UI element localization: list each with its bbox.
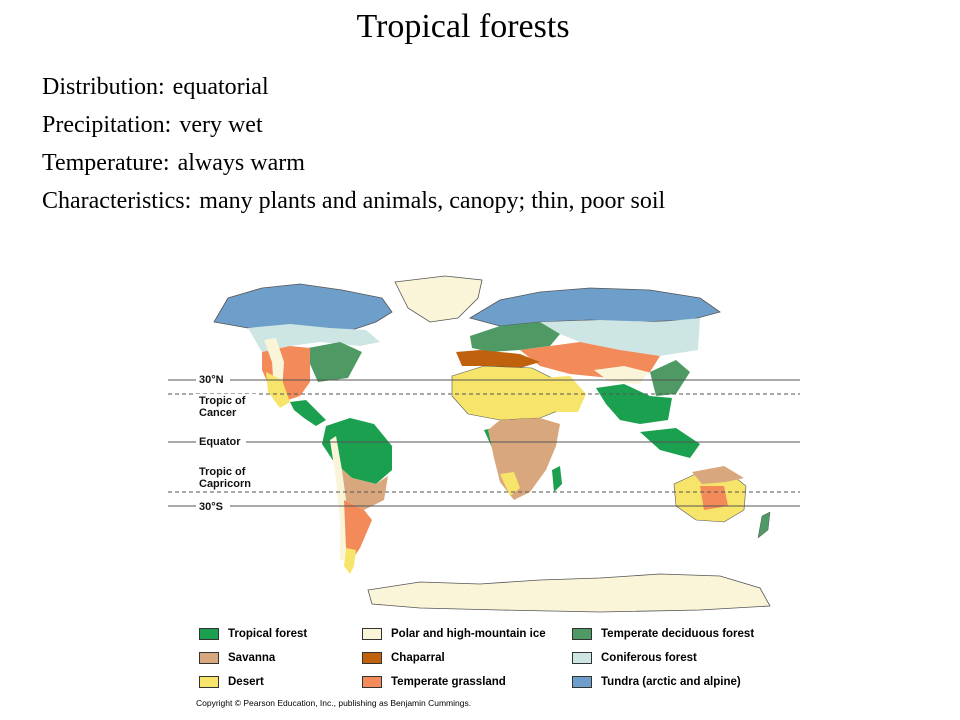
south-america-savanna [334, 462, 388, 510]
fact-value: always warm [177, 150, 305, 176]
legend-label: Temperate grassland [391, 676, 506, 688]
south-america-grassland [344, 500, 372, 560]
fact-label: Temperature: [42, 150, 170, 176]
south-america-tropical-forest [322, 418, 392, 484]
central-america [290, 400, 326, 426]
legend-tundra: Tundra (arctic and alpine) [572, 674, 741, 690]
fact-distribution: Distribution: equatorial [42, 68, 665, 106]
legend-chaparral: Chaparral [362, 650, 445, 666]
legend-swatch [362, 628, 382, 640]
legend-label: Coniferous forest [601, 652, 697, 664]
fact-value: very wet [179, 112, 263, 138]
north-america-deciduous [308, 342, 362, 382]
legend-label: Savanna [228, 652, 276, 664]
slide-title: Tropical forests [356, 8, 570, 45]
indonesia-forest [640, 428, 700, 458]
europe-deciduous [470, 322, 560, 352]
madagascar [552, 466, 562, 492]
legend-label: Tundra (arctic and alpine) [601, 676, 741, 688]
legend-swatch [362, 652, 382, 664]
legend-swatch [572, 652, 592, 664]
label-tropic-cancer-2: Cancer [199, 407, 237, 419]
east-asia-deciduous [650, 360, 690, 396]
fact-temperature: Temperature: always warm [42, 144, 665, 182]
greenland-ice [394, 275, 483, 323]
south-america-andes [330, 436, 348, 560]
legend-label: Tropical forest [228, 628, 308, 640]
fact-label: Characteristics: [42, 188, 192, 214]
new-zealand [757, 511, 771, 539]
legend-swatch [572, 628, 592, 640]
label-tropic-capricorn-1: Tropic of [199, 466, 246, 478]
label-30s: 30°S [199, 501, 223, 513]
fact-label: Precipitation: [42, 112, 172, 138]
legend-swatch [199, 628, 219, 640]
label-tropic-cancer-1: Tropic of [199, 395, 246, 407]
label-30n: 30°N [199, 374, 224, 386]
australia-savanna [692, 466, 744, 484]
africa-savanna [488, 418, 560, 500]
eurasia-coniferous [540, 318, 700, 356]
fact-precipitation: Precipitation: very wet [42, 106, 665, 144]
legend-label: Desert [228, 676, 264, 688]
southeast-asia-forest [596, 384, 672, 424]
patagonia-desert [344, 548, 356, 574]
copyright-notice: Copyright © Pearson Education, Inc., pub… [196, 698, 472, 708]
north-america-desert [266, 372, 290, 408]
north-america-tundra [213, 283, 393, 331]
fact-characteristics: Characteristics: many plants and animals,… [42, 182, 665, 220]
fact-value: equatorial [172, 74, 269, 100]
label-tropic-capricorn-2: Capricorn [199, 478, 251, 490]
legend-coniferous: Coniferous forest [572, 650, 697, 666]
legend-swatch [199, 676, 219, 688]
africa-desert [451, 365, 561, 421]
legend-label: Chaparral [391, 652, 445, 664]
legend-label: Temperate deciduous forest [601, 628, 755, 640]
antarctica-ice [367, 573, 771, 613]
legend-swatch [199, 652, 219, 664]
fact-value: many plants and animals, canopy; thin, p… [199, 188, 666, 214]
legend-swatch [362, 676, 382, 688]
label-equator: Equator [199, 436, 241, 448]
legend-tropical-forest: Tropical forest [199, 626, 307, 642]
legend-desert: Desert [199, 674, 264, 690]
legend-swatch [572, 676, 592, 688]
africa-southern-desert [500, 472, 520, 496]
legend-temperate-deciduous: Temperate deciduous forest [572, 626, 754, 642]
biome-facts: Distribution: equatorial Precipitation: ve… [42, 68, 665, 220]
mediterranean-chaparral [456, 350, 540, 368]
legend-temperate-grassland: Temperate grassland [362, 674, 506, 690]
north-america-coniferous [248, 324, 380, 352]
legend-savanna: Savanna [199, 650, 275, 666]
map-legend: Tropical forest Savanna Desert Polar and… [199, 626, 799, 692]
fact-label: Distribution: [42, 74, 165, 100]
legend-polar-ice: Polar and high-mountain ice [362, 626, 546, 642]
legend-label: Polar and high-mountain ice [391, 628, 546, 640]
